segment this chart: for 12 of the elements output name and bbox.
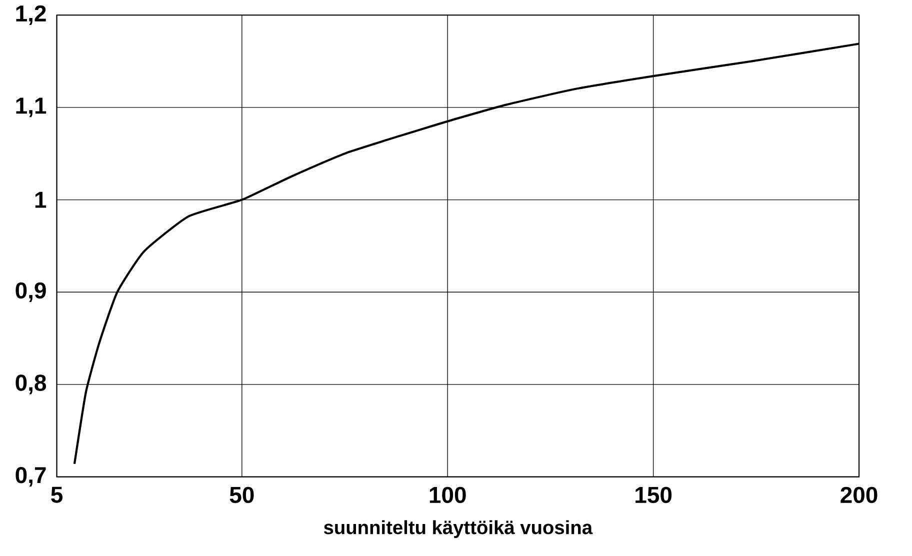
x-tick-label: 200: [840, 486, 878, 503]
y-tick-label: 0,9: [16, 282, 46, 302]
x-tick-label: 5: [51, 486, 63, 503]
y-tick-label: 1,2: [16, 5, 46, 25]
y-tick-label: 0,8: [16, 374, 46, 394]
y-tick-label: 0,7: [16, 466, 46, 486]
y-tick-label: 1,1: [16, 98, 46, 118]
x-tick-label: 100: [430, 486, 466, 503]
x-axis-title: suunniteltu käyttöikä vuosina: [324, 520, 593, 538]
x-tick-label: 150: [636, 486, 672, 503]
y-tick-label: 1: [35, 192, 46, 208]
x-tick-label: 50: [230, 486, 254, 503]
